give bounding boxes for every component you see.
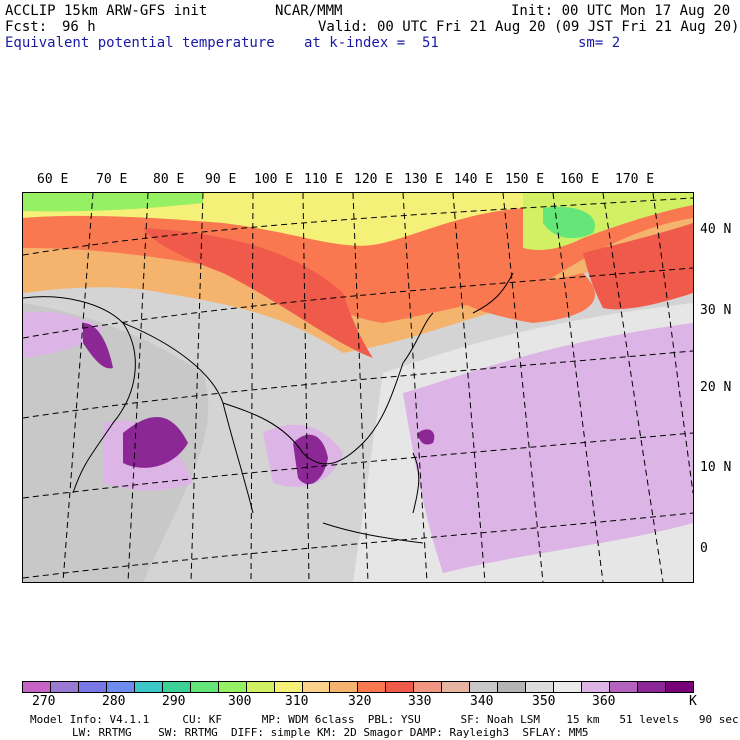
map-panel	[22, 192, 694, 583]
colorbar-swatch	[610, 682, 638, 692]
colorbar-swatch	[274, 682, 303, 692]
colorbar-swatch	[582, 682, 611, 692]
colorbar-label: 330	[408, 694, 432, 709]
colorbar-swatch	[330, 682, 359, 692]
colorbar-label: 350	[532, 694, 556, 709]
colorbar-swatch	[134, 682, 163, 692]
colorbar-swatch	[106, 682, 135, 692]
colorbar-swatch	[386, 682, 415, 692]
colorbar-swatch	[246, 682, 275, 692]
theta-e-field	[23, 193, 693, 582]
colorbar-label: 280	[102, 694, 126, 709]
colorbar-label: 270	[32, 694, 56, 709]
colorbar-swatch	[78, 682, 107, 692]
lon-label: 140 E	[454, 172, 494, 187]
colorbar-swatch	[50, 682, 79, 692]
model-info-line1: Model Info: V4.1.1 CU: KF MP: WDM 6class…	[30, 713, 739, 726]
colorbar-swatch	[302, 682, 331, 692]
colorbar-label: 300	[228, 694, 252, 709]
colorbar-swatch	[442, 682, 471, 692]
lon-label: 150 E	[505, 172, 545, 187]
colorbar	[22, 681, 694, 693]
model-info-line2: LW: RRTMG SW: RRTMG DIFF: simple KM: 2D …	[72, 726, 589, 739]
lon-label: 110 E	[304, 172, 344, 187]
lat-label: 20 N	[700, 380, 732, 395]
lon-label: 130 E	[404, 172, 444, 187]
smooth-label: sm= 2	[578, 35, 621, 51]
model-title: ACCLIP 15km ARW-GFS init	[5, 3, 208, 19]
valid-time: Valid: 00 UTC Fri 21 Aug 20 (09 JST Fri …	[318, 19, 740, 35]
colorbar-swatch	[218, 682, 247, 692]
lon-label: 80 E	[153, 172, 185, 187]
lat-label: 40 N	[700, 222, 732, 237]
colorbar-swatch	[190, 682, 219, 692]
init-time: Init: 00 UTC Mon 17 Aug 20	[511, 3, 731, 19]
colorbar-swatch	[414, 682, 443, 692]
lat-label: 10 N	[700, 460, 732, 475]
colorbar-unit: K	[689, 694, 697, 709]
lat-label: 30 N	[700, 303, 732, 318]
colorbar-swatch	[23, 682, 51, 692]
colorbar-swatch	[554, 682, 583, 692]
colorbar-label: 360	[592, 694, 616, 709]
lat-label: 0	[700, 541, 708, 556]
colorbar-label: 340	[470, 694, 494, 709]
level-label: at k-index = 51	[304, 35, 439, 51]
colorbar-swatch	[665, 682, 693, 692]
colorbar-swatch	[470, 682, 499, 692]
colorbar-label: 320	[348, 694, 372, 709]
lon-label: 170 E	[615, 172, 655, 187]
lon-label: 120 E	[354, 172, 394, 187]
field-name: Equivalent potential temperature	[5, 35, 275, 51]
lon-label: 70 E	[96, 172, 128, 187]
colorbar-label: 290	[162, 694, 186, 709]
org-label: NCAR/MMM	[275, 3, 343, 19]
colorbar-swatch	[526, 682, 555, 692]
fcst-value: 96 h	[62, 19, 96, 35]
lon-label: 160 E	[560, 172, 600, 187]
colorbar-swatch	[162, 682, 191, 692]
colorbar-swatch	[498, 682, 527, 692]
lon-label: 100 E	[254, 172, 294, 187]
fcst-label: Fcst:	[5, 19, 48, 35]
colorbar-swatch	[637, 682, 666, 692]
colorbar-label: 310	[285, 694, 309, 709]
lon-label: 60 E	[37, 172, 69, 187]
colorbar-swatch	[358, 682, 387, 692]
lon-label: 90 E	[205, 172, 237, 187]
